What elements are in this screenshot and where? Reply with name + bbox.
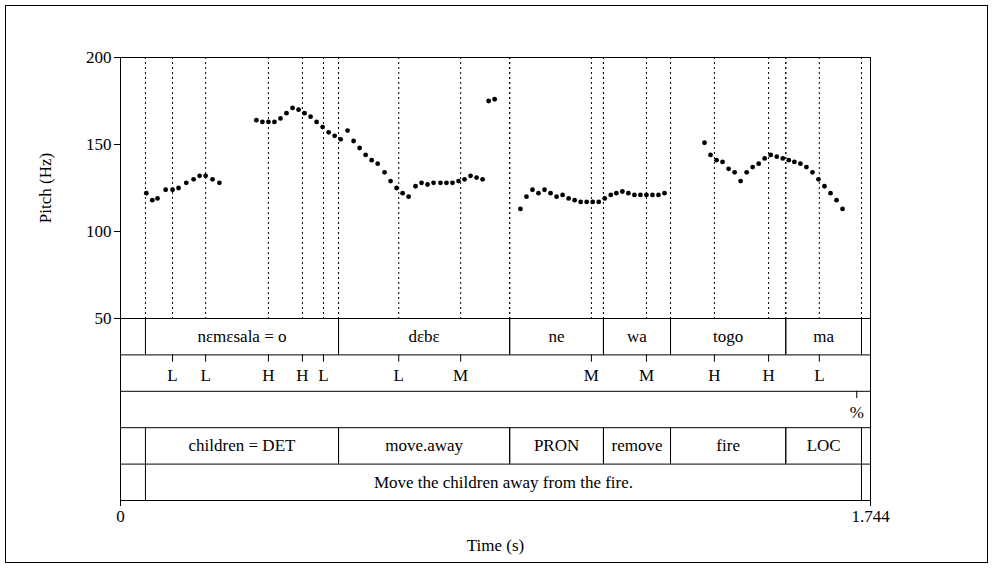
svg-text:wa: wa (627, 327, 647, 346)
svg-text:H: H (762, 366, 774, 385)
svg-text:nɛmɛsala = o: nɛmɛsala = o (197, 327, 286, 346)
svg-text:LOC: LOC (807, 436, 841, 455)
svg-text:L: L (167, 366, 177, 385)
svg-text:M: M (639, 366, 654, 385)
svg-text:0: 0 (116, 507, 125, 526)
svg-text:ne: ne (549, 327, 565, 346)
svg-text:1.744: 1.744 (851, 507, 890, 526)
svg-text:Time (s): Time (s) (467, 536, 524, 555)
svg-text:fire: fire (716, 436, 740, 455)
svg-text:ma: ma (813, 327, 834, 346)
svg-text:H: H (708, 366, 720, 385)
svg-text:remove: remove (611, 436, 662, 455)
svg-text:M: M (453, 366, 468, 385)
svg-text:H: H (296, 366, 308, 385)
svg-text:50: 50 (95, 309, 112, 328)
svg-text:move.away: move.away (385, 436, 463, 455)
svg-text:children = DET: children = DET (189, 436, 296, 455)
svg-text:dɛbɛ: dɛbɛ (408, 327, 439, 346)
svg-text:L: L (814, 366, 824, 385)
svg-text:H: H (262, 366, 274, 385)
svg-text:M: M (584, 366, 599, 385)
svg-text:L: L (394, 366, 404, 385)
svg-text:200: 200 (86, 48, 112, 67)
svg-text:100: 100 (86, 222, 112, 241)
svg-text:150: 150 (86, 135, 112, 154)
svg-text:L: L (200, 366, 210, 385)
svg-text:PRON: PRON (534, 436, 579, 455)
svg-text:Move the children away from th: Move the children away from the fire. (374, 473, 633, 492)
svg-text:togo: togo (713, 327, 743, 346)
svg-text:L: L (318, 366, 328, 385)
svg-text:%: % (850, 403, 864, 422)
svg-text:Pitch (Hz): Pitch (Hz) (36, 153, 55, 223)
